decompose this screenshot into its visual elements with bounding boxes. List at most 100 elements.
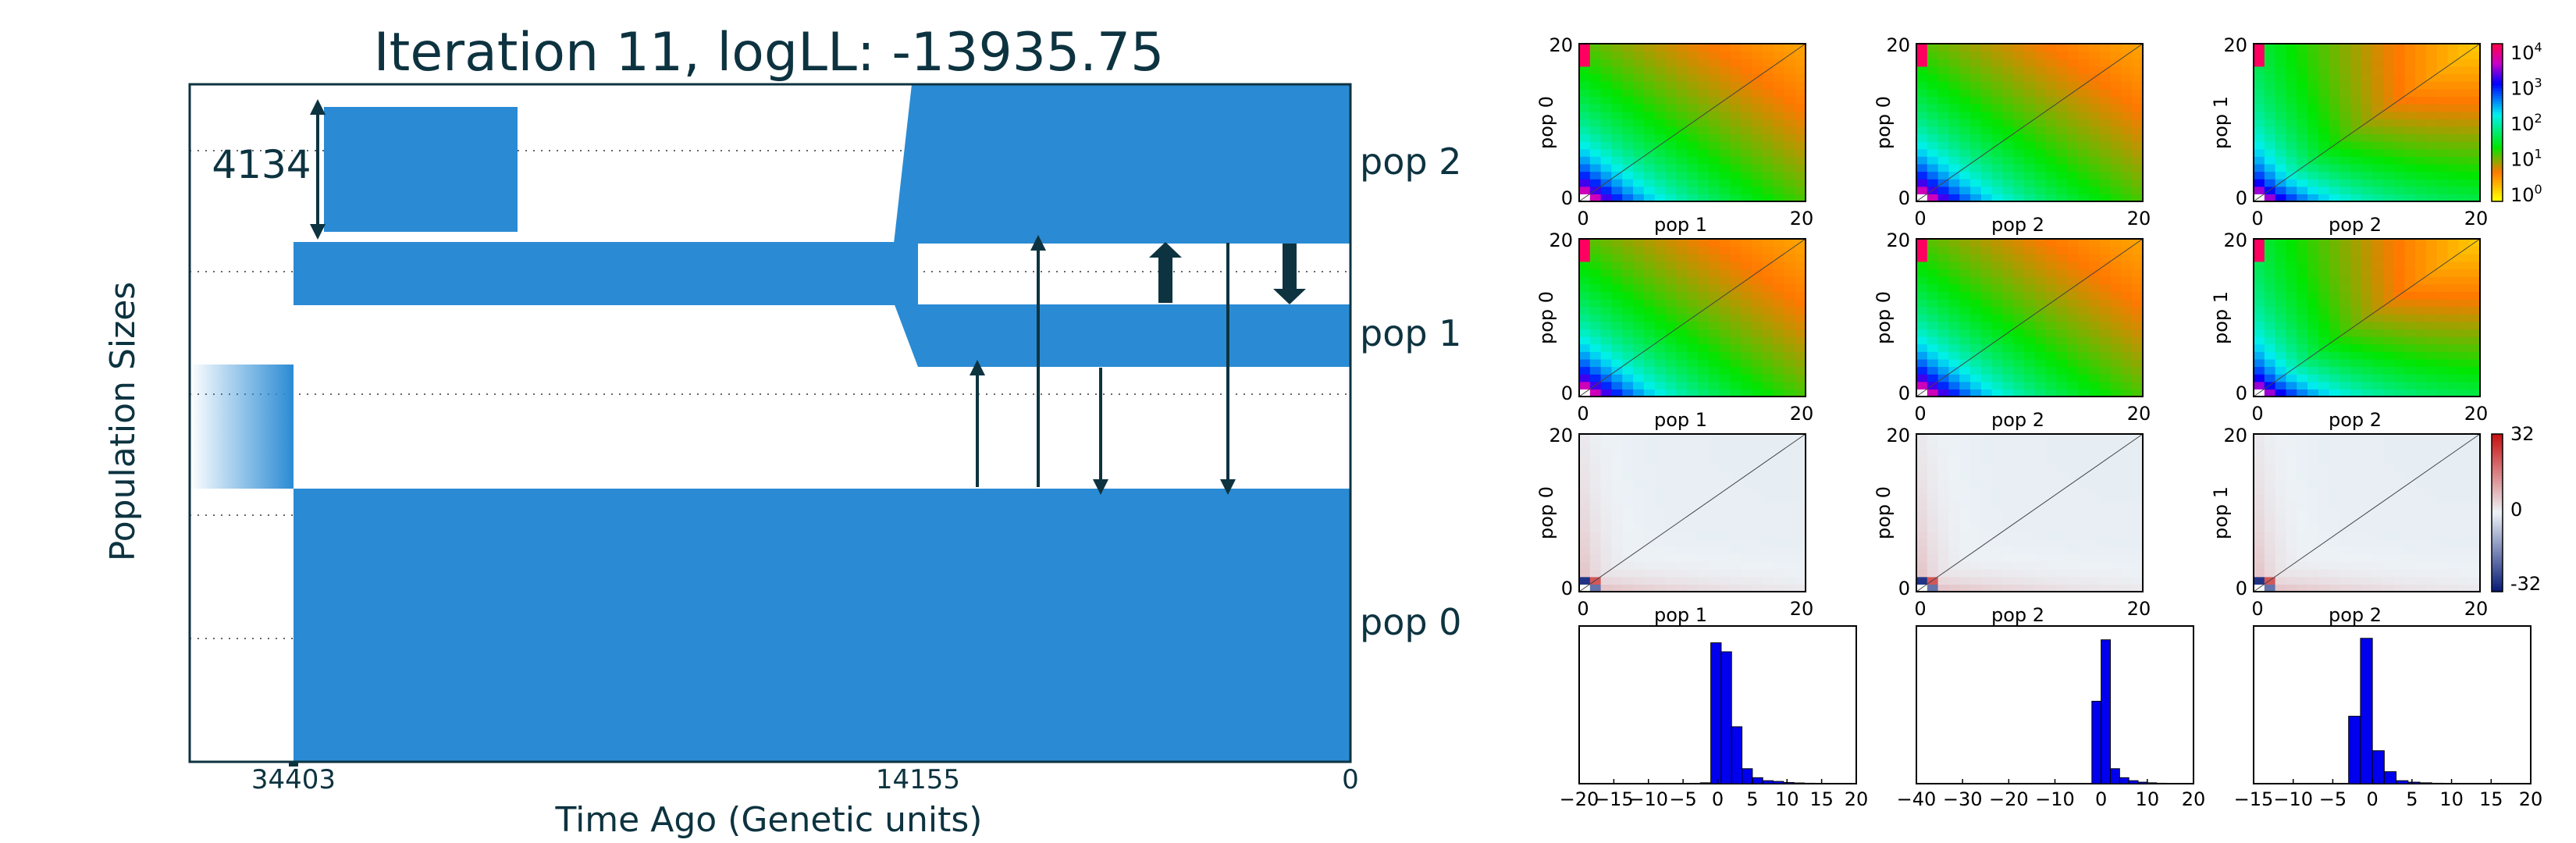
heatmap-cell bbox=[2132, 254, 2144, 262]
heatmap-cell bbox=[2132, 464, 2144, 472]
heatmap-cell bbox=[1719, 532, 1731, 540]
heatmap-cell bbox=[2088, 366, 2101, 375]
heatmap-cell bbox=[2361, 576, 2373, 585]
heatmap-cell bbox=[1927, 493, 1939, 503]
heatmap-cell bbox=[2447, 478, 2459, 487]
heatmap-cell bbox=[1687, 358, 1699, 368]
heatmap-cell bbox=[2024, 569, 2036, 578]
heatmap-cell bbox=[2371, 246, 2384, 254]
heatmap-cell bbox=[1795, 261, 1806, 270]
heatmap-cell bbox=[2371, 434, 2384, 443]
colorbar-segment bbox=[2492, 463, 2503, 466]
heatmap-cell bbox=[2045, 314, 2058, 322]
heatmap-cell bbox=[2056, 186, 2068, 194]
heatmap-cell bbox=[2034, 291, 2047, 300]
heatmap-cell bbox=[2254, 276, 2265, 285]
heatmap-cell bbox=[1948, 532, 1960, 540]
heatmap-cell bbox=[2436, 366, 2449, 375]
heatmap-cell bbox=[1730, 96, 1742, 105]
heatmap-cell bbox=[2254, 576, 2265, 585]
pulse-arrow-up bbox=[1149, 242, 1182, 303]
heatmap-cell bbox=[1730, 44, 1742, 52]
heatmap-cell bbox=[2307, 306, 2319, 315]
heatmap-cell bbox=[2045, 374, 2058, 382]
y-tick-label: 20 bbox=[2223, 34, 2247, 56]
heatmap-cell bbox=[2415, 553, 2427, 563]
heatmap-cell bbox=[1719, 66, 1731, 75]
heatmap-cell bbox=[2393, 546, 2405, 555]
heatmap-cell bbox=[2447, 321, 2459, 330]
heatmap-cell bbox=[1970, 509, 1982, 518]
heatmap-cell bbox=[2436, 298, 2449, 308]
heatmap-cell bbox=[2275, 73, 2287, 82]
heatmap-cell bbox=[2436, 103, 2449, 112]
heatmap-cell bbox=[1762, 389, 1774, 397]
heatmap-cell bbox=[2339, 493, 2351, 503]
heatmap-cell bbox=[2088, 486, 2101, 495]
heatmap-cell bbox=[2469, 261, 2481, 270]
heatmap-cell bbox=[1719, 283, 1731, 292]
y-tick-label: 0 bbox=[2236, 187, 2247, 209]
heatmap-cell bbox=[1676, 156, 1688, 165]
x-tick-label: 20 bbox=[2464, 403, 2489, 425]
heatmap-cell bbox=[1676, 103, 1688, 112]
pop-2-block bbox=[894, 84, 1350, 244]
heatmap-cell bbox=[2034, 553, 2047, 563]
heatmap-cell bbox=[1751, 51, 1763, 59]
heatmap-cell bbox=[2056, 374, 2068, 382]
heatmap-cell bbox=[1654, 381, 1667, 389]
heatmap-cell bbox=[1773, 486, 1784, 495]
heatmap-cell bbox=[2002, 283, 2014, 292]
heatmap-cell bbox=[2447, 456, 2459, 465]
heatmap-cell bbox=[1751, 516, 1763, 525]
heatmap-cell bbox=[1762, 194, 1774, 202]
heatmap-cell bbox=[2099, 509, 2112, 518]
heatmap-cell bbox=[2350, 584, 2362, 592]
heatmap-cell bbox=[2382, 584, 2395, 592]
heatmap-cell bbox=[2350, 119, 2362, 127]
heatmap-cell bbox=[1959, 59, 1971, 67]
heatmap-cell bbox=[2264, 171, 2276, 180]
heatmap-cell bbox=[1970, 254, 1982, 262]
histogram-bar bbox=[1699, 782, 1712, 784]
heatmap-cell bbox=[2436, 51, 2449, 59]
heatmap-cell bbox=[1948, 329, 1960, 337]
heatmap-cell bbox=[1927, 73, 1939, 82]
heatmap-cell bbox=[2436, 486, 2449, 495]
heatmap-cell bbox=[1611, 516, 1623, 525]
heatmap-cell bbox=[2078, 329, 2090, 337]
heatmap-cell bbox=[2132, 298, 2144, 308]
heatmap-cell bbox=[2329, 73, 2341, 82]
heatmap-cell bbox=[2297, 141, 2308, 150]
heatmap-cell bbox=[1730, 509, 1742, 518]
heatmap-cell bbox=[2013, 524, 2025, 532]
heatmap-cell bbox=[2067, 539, 2079, 547]
heatmap-cell bbox=[2415, 88, 2427, 97]
heatmap-cell bbox=[1741, 456, 1752, 465]
heatmap-cell bbox=[2275, 321, 2287, 330]
heatmap-cell bbox=[2447, 126, 2459, 135]
heatmap-cell bbox=[2132, 306, 2144, 315]
heatmap-cell bbox=[2350, 449, 2362, 457]
heatmap-cell bbox=[2425, 351, 2438, 360]
heatmap-cell bbox=[1643, 389, 1656, 397]
heatmap-cell bbox=[1980, 88, 1993, 97]
heatmap-cell bbox=[2088, 283, 2101, 292]
colorbar-segment bbox=[2492, 162, 2503, 165]
heatmap-cell bbox=[1708, 269, 1720, 277]
heatmap-cell bbox=[2275, 478, 2287, 487]
heatmap-cell bbox=[2024, 576, 2036, 585]
heatmap-cell bbox=[2045, 269, 2058, 277]
heatmap-cell bbox=[1589, 119, 1602, 127]
histogram-bar bbox=[2156, 782, 2166, 784]
heatmap-cell bbox=[2264, 449, 2276, 457]
heatmap-cell bbox=[2318, 88, 2330, 97]
heatmap-cell bbox=[2024, 358, 2036, 368]
heatmap-cell bbox=[2254, 126, 2265, 135]
heatmap-cell bbox=[2034, 119, 2047, 127]
heatmap-cell bbox=[1600, 156, 1613, 165]
heatmap-cell bbox=[1708, 171, 1720, 180]
heatmap-cell bbox=[2110, 501, 2122, 510]
heatmap-cell bbox=[2329, 464, 2341, 472]
